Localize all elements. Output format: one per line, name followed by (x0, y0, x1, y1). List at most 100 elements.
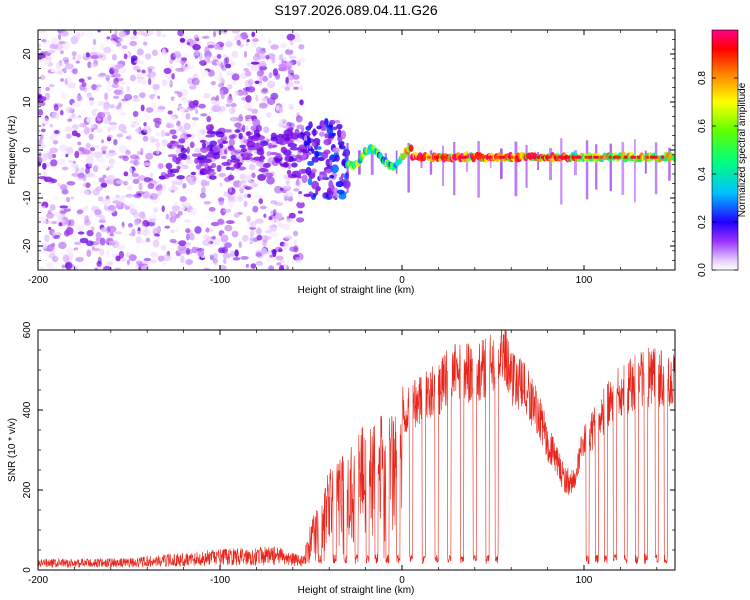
spectrogram-blob (156, 30, 162, 38)
spectrogram-blob (91, 248, 101, 252)
spectrogram-blob (212, 252, 219, 259)
spectrogram-blob (72, 67, 79, 75)
spectrogram-blob (77, 141, 82, 146)
spectrogram-blob (86, 116, 95, 124)
spectrogram-blob (334, 154, 340, 162)
spectrogram-blob (280, 223, 290, 231)
spectrogram-blob (286, 121, 292, 127)
spectrogram-blob (137, 79, 142, 84)
spectrogram-blob (186, 41, 191, 45)
spectrogram-blob (333, 195, 337, 200)
spectrogram-blob (270, 210, 276, 216)
spectrogram-blob (636, 155, 641, 159)
spectrogram-blob (195, 108, 199, 115)
spectrogram-blob (295, 115, 303, 123)
snr-x-tick-label: 0 (399, 575, 405, 586)
spectrogram-blob (132, 110, 139, 118)
spectrogram-blob (65, 227, 74, 236)
colorbar-tick-label: 0.6 (697, 119, 708, 133)
spectrogram-blob (119, 225, 125, 231)
spectrogram-blob (194, 147, 201, 153)
spectrogram-blob (45, 212, 55, 219)
spectrogram-blob (120, 232, 129, 237)
spectrogram-blob (229, 255, 233, 263)
spectrogram-blob (153, 233, 160, 237)
spectrogram-blob (293, 188, 300, 192)
spectrogram-blob (71, 163, 79, 169)
spectrogram-blob (91, 123, 98, 130)
spectrogram-blob (262, 162, 271, 168)
spectrogram-blob (186, 155, 191, 159)
spectrogram-blob (148, 70, 156, 79)
spectrogram-blob (109, 123, 118, 132)
spectrogram-y-ticks: -20 -10 0 10 20 (22, 29, 675, 271)
spectrogram-blob (267, 80, 276, 89)
spectrogram-blob (284, 195, 289, 202)
spectrogram-blob (48, 226, 52, 230)
spectrogram-blob (75, 60, 80, 64)
spectrogram-blob (278, 221, 282, 228)
spectrogram-blob (185, 112, 191, 120)
spectrogram-x-tick-label: -200 (28, 275, 48, 286)
spectrogram-blob (299, 99, 304, 106)
spectrogram-blob (43, 58, 51, 65)
spectrogram-blob (285, 180, 291, 185)
spectrogram-blob (262, 87, 268, 93)
spectrogram-blob (49, 133, 56, 142)
spectrogram-blob (149, 136, 156, 144)
spectrogram-blob (124, 205, 130, 210)
spectrogram-blob (81, 52, 87, 57)
spectrogram-blob (247, 180, 255, 186)
spectrogram-blob (236, 112, 244, 117)
spectrogram-blob (140, 239, 147, 245)
spectrogram-blob (86, 210, 95, 218)
spectrogram-blob (566, 155, 571, 159)
spectrogram-blob (43, 176, 53, 183)
snr-y-ticks: 0 200 400 600 (22, 321, 675, 573)
spectrogram-blob (257, 35, 266, 42)
spectrogram-blob (308, 145, 312, 149)
spectrogram-y-label: Frequency (Hz) (7, 116, 18, 185)
spectrogram-blob (262, 239, 267, 248)
spectrogram-blob (260, 156, 266, 160)
spectrogram-blob (220, 234, 229, 243)
spectrogram-blob (290, 265, 297, 270)
spectrogram-blob (252, 54, 261, 61)
spectrogram-blob (70, 94, 77, 99)
spectrogram-blob (142, 191, 151, 199)
spectrogram-blob (267, 142, 273, 149)
spectrogram-blob (187, 77, 195, 85)
spectrogram-blob (225, 220, 235, 225)
spectrogram-blob (69, 219, 75, 227)
spectrogram-blob (547, 155, 551, 159)
spectrogram-blob (245, 239, 253, 244)
spectrogram-blob (38, 87, 42, 94)
spectrogram-blob (301, 174, 308, 184)
spectrogram-blob (329, 119, 336, 126)
spectrogram-blob (558, 155, 562, 159)
spectrogram-blob (204, 163, 209, 171)
spectrogram-blob (38, 222, 42, 230)
spectrogram-blob (81, 189, 90, 197)
spectrogram-blob (192, 44, 201, 51)
spectrogram-blob (241, 156, 251, 161)
spectrogram-blob (237, 205, 244, 212)
spectrogram-blob (293, 37, 302, 43)
spectrogram-blob (588, 155, 593, 159)
spectrogram-blob (189, 55, 194, 61)
spectrogram-blob (85, 142, 91, 149)
spectrogram-blob (274, 201, 284, 206)
spectrogram-blob (59, 205, 69, 209)
spectrogram-blob (217, 218, 225, 225)
spectrogram-blob (121, 81, 126, 85)
spectrogram-blob (195, 164, 202, 170)
spectrogram-blob (55, 112, 60, 120)
spectrogram-blob (138, 222, 144, 229)
spectrogram-blob (38, 161, 42, 167)
spectrogram-blob (148, 214, 157, 219)
spectrogram-blob (40, 266, 45, 270)
spectrogram-blob (71, 102, 81, 108)
spectrogram-blob (86, 92, 92, 99)
spectrogram-blob (246, 130, 251, 137)
spectrogram-blob (241, 124, 246, 133)
